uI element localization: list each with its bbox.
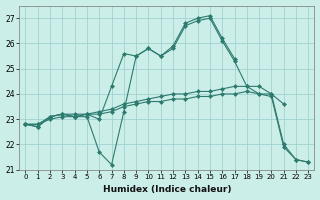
- X-axis label: Humidex (Indice chaleur): Humidex (Indice chaleur): [103, 185, 231, 194]
